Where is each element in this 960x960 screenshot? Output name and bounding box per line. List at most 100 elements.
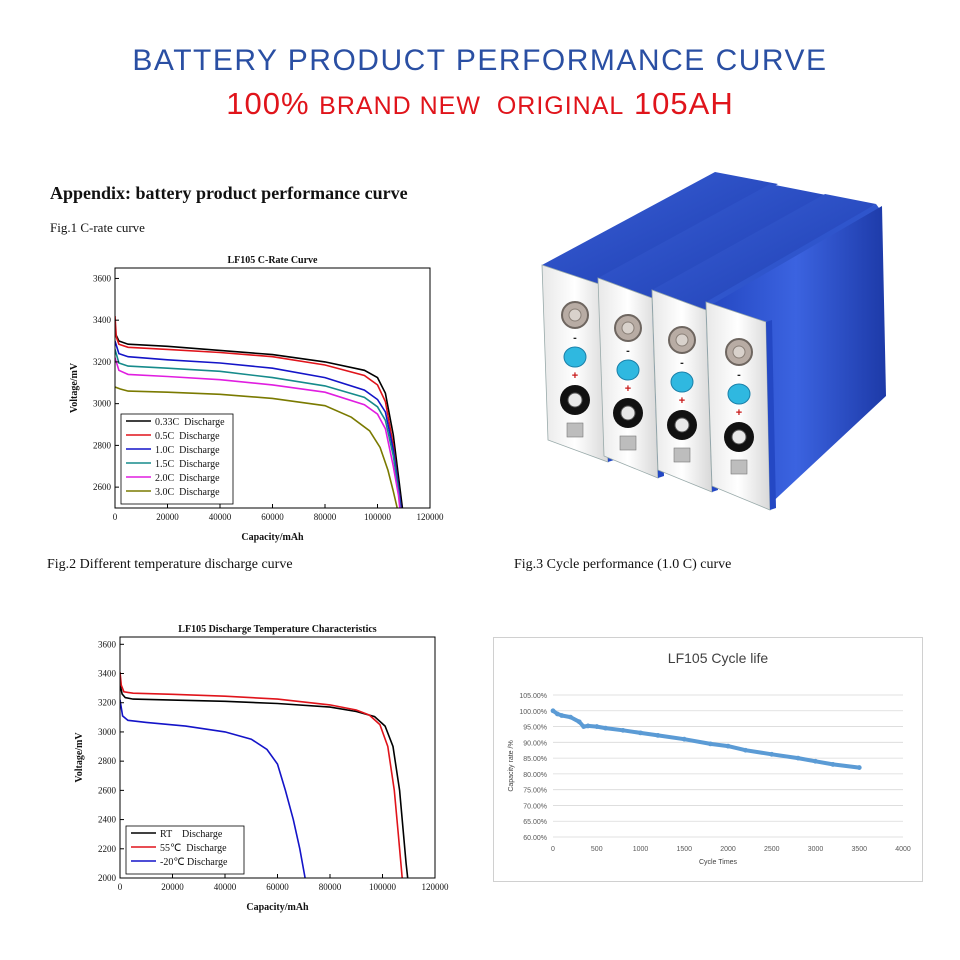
series-line-2 <box>115 315 402 508</box>
y-tick-label: 3000 <box>98 727 117 737</box>
x-tick-label: 20000 <box>161 882 184 892</box>
x-tick-label: 120000 <box>422 882 450 892</box>
qr-code-icon <box>566 422 584 438</box>
x-tick-label: 40000 <box>214 882 237 892</box>
y-tick-label: 105.00% <box>519 693 547 700</box>
legend-label: RT Discharge <box>160 829 223 840</box>
x-tick-label: 1500 <box>676 846 692 853</box>
subtitle-capacity: 105AH <box>624 86 734 121</box>
series-line-5 <box>115 357 401 508</box>
cell-end-cap <box>705 301 771 511</box>
polarity-minus-label: - <box>626 345 630 357</box>
y-tick-label: 75.00% <box>523 788 547 795</box>
x-tick-label: 100000 <box>369 882 397 892</box>
terminal-bolt-icon <box>620 405 636 421</box>
x-tick-label: 40000 <box>209 512 232 522</box>
x-tick-label: 80000 <box>314 512 337 522</box>
qr-code-icon <box>673 447 691 463</box>
cycle-life-point <box>681 736 687 742</box>
y-tick-label: 95.00% <box>523 725 547 732</box>
y-tick-label: 2600 <box>98 785 117 795</box>
x-tick-label: 120000 <box>417 512 445 522</box>
cycle-life-point <box>743 747 748 753</box>
polarity-minus-label: - <box>573 332 577 344</box>
legend-label: 0.5C Discharge <box>155 431 220 442</box>
cell-edge <box>766 320 776 510</box>
y-tick-label: 3600 <box>98 639 117 649</box>
y-tick-label: 70.00% <box>523 803 547 810</box>
cell-fronts: -+-+-+-+ <box>541 264 776 511</box>
y-tick-label: 2800 <box>98 756 117 766</box>
cycle-life-point <box>581 724 587 729</box>
cycle-life-point <box>554 711 560 717</box>
x-tick-label: 2000 <box>720 846 736 853</box>
terminal-bolt-icon <box>732 345 746 359</box>
cycle-life-point <box>830 762 836 767</box>
y-tick-label: 85.00% <box>523 756 547 763</box>
x-axis-label: Capacity/mAh <box>246 902 309 913</box>
x-tick-label: 500 <box>591 846 603 853</box>
y-tick-label: 65.00% <box>523 819 547 826</box>
y-tick-label: 80.00% <box>523 772 547 779</box>
y-tick-label: 2200 <box>98 844 117 854</box>
cycle-life-point <box>856 765 862 770</box>
polarity-plus-label: + <box>625 383 631 395</box>
series-line-6 <box>115 386 398 508</box>
y-tick-label: 100.00% <box>519 709 547 716</box>
terminal-bolt-icon <box>675 333 689 347</box>
y-tick-label: 3200 <box>98 698 117 708</box>
vent-valve-icon <box>670 371 694 393</box>
subtitle-brand: BRAND NEW ORIGINAL <box>319 92 625 120</box>
terminal-bolt-icon <box>568 308 582 322</box>
x-tick-label: 0 <box>118 882 123 892</box>
subtitle-percent: 100% <box>226 86 320 121</box>
cycle-life-point <box>550 708 556 714</box>
x-tick-label: 60000 <box>266 882 289 892</box>
temperature-chart: LF105 Discharge Temperature Characterist… <box>74 624 450 913</box>
cycle-life-point <box>594 724 600 729</box>
polarity-minus-label: - <box>737 369 741 381</box>
y-tick-label: 90.00% <box>523 740 547 747</box>
x-tick-label: 2500 <box>764 846 780 853</box>
fig1-caption: Fig.1 C-rate curve <box>50 220 145 235</box>
chart-title: LF105 Discharge Temperature Characterist… <box>178 624 376 635</box>
fig2-caption: Fig.2 Different temperature discharge cu… <box>47 557 293 572</box>
y-tick-label: 2000 <box>98 873 117 883</box>
series-line-1 <box>120 683 409 878</box>
vent-valve-icon <box>616 359 640 381</box>
qr-code-icon <box>619 435 637 451</box>
series-line-2 <box>120 672 403 878</box>
x-tick-label: 4000 <box>895 846 911 853</box>
legend-label: 1.0C Discharge <box>155 445 220 456</box>
x-tick-label: 3000 <box>808 846 824 853</box>
terminal-bolt-icon <box>674 417 690 433</box>
cycle-life-point <box>708 741 713 747</box>
legend-box <box>125 825 245 875</box>
vent-valve-icon <box>727 383 751 405</box>
cell-front-4: -+ <box>705 301 776 511</box>
terminal-bolt-icon <box>731 429 747 445</box>
y-tick-label: 2600 <box>93 482 112 492</box>
series-line-4 <box>115 349 402 508</box>
cycle-life-point <box>568 714 573 720</box>
qr-code-icon <box>730 459 748 475</box>
legend-label: 1.5C Discharge <box>155 459 220 470</box>
x-tick-label: 0 <box>551 846 555 853</box>
x-axis-label: Cycle Times <box>699 859 738 866</box>
legend-box <box>120 413 234 505</box>
header-subtitle: 100% BRAND NEW ORIGINAL 105AH <box>0 86 960 122</box>
fig3-caption: Fig.3 Cycle performance (1.0 C) curve <box>514 557 732 572</box>
polarity-plus-label: + <box>736 407 742 419</box>
chart-frame <box>493 637 923 882</box>
legend-label: 3.0C Discharge <box>155 487 220 498</box>
battery-product-image: -+-+-+-+ <box>541 172 886 511</box>
x-axis-label: Capacity/mAh <box>241 532 304 543</box>
y-tick-label: 3400 <box>98 669 117 679</box>
terminal-bolt-icon <box>567 392 583 408</box>
cycle-life-chart: LF105 Cycle life 60.00% 65.00% 70.00% 75.00%… <box>493 637 923 882</box>
legend-label: 55℃ Discharge <box>160 843 227 854</box>
polarity-plus-label: + <box>572 370 578 382</box>
cycle-life-point <box>559 713 565 718</box>
x-tick-label: 100000 <box>364 512 392 522</box>
cycle-life-point <box>725 743 731 749</box>
